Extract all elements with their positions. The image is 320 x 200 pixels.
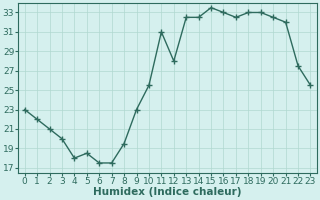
X-axis label: Humidex (Indice chaleur): Humidex (Indice chaleur) — [93, 187, 242, 197]
